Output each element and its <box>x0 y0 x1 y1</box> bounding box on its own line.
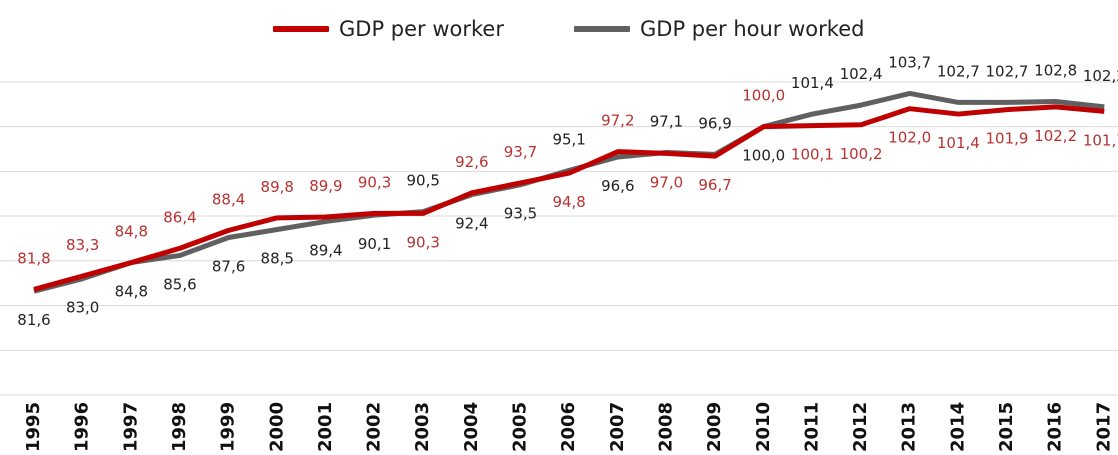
x-tick-label: 2017 <box>1093 402 1114 452</box>
data-label-gdp-per-hour-worked: 102,2 <box>1083 67 1118 85</box>
x-tick-label: 2013 <box>899 402 920 452</box>
data-label-gdp-per-hour-worked: 97,1 <box>650 113 683 131</box>
data-label-gdp-per-hour-worked: 88,5 <box>261 249 294 267</box>
data-label-gdp-per-worker: 100,1 <box>791 146 834 164</box>
x-tick-label: 1997 <box>120 402 141 452</box>
series-line-gdp-per-worker <box>33 104 1105 292</box>
data-label-gdp-per-hour-worked: 96,9 <box>698 114 731 132</box>
data-label-gdp-per-worker: 89,9 <box>309 177 342 195</box>
data-label-gdp-per-worker: 101,9 <box>986 130 1029 148</box>
data-label-gdp-per-worker: 92,6 <box>455 153 488 171</box>
chart-legend: GDP per worker GDP per hour worked <box>0 14 1118 44</box>
x-tick-label: 2014 <box>947 402 968 452</box>
data-label-gdp-per-worker: 102,2 <box>1034 127 1077 145</box>
data-label-gdp-per-hour-worked: 101,4 <box>791 74 834 92</box>
legend-swatch-gdp-per-hour <box>574 26 630 32</box>
data-label-gdp-per-hour-worked: 96,6 <box>601 177 634 195</box>
data-label-gdp-per-hour-worked: 92,4 <box>455 215 488 233</box>
data-label-gdp-per-worker: 97,2 <box>601 112 634 130</box>
legend-swatch-gdp-per-worker <box>273 26 329 32</box>
data-label-gdp-per-hour-worked: 81,6 <box>17 311 50 329</box>
x-tick-label: 1999 <box>218 402 239 452</box>
data-label-gdp-per-worker: 101,4 <box>937 134 980 152</box>
data-label-gdp-per-hour-worked: 84,8 <box>115 283 148 301</box>
data-label-gdp-per-worker: 81,8 <box>17 249 50 267</box>
x-tick-label: 2004 <box>461 402 482 452</box>
x-tick-label: 2012 <box>850 402 871 452</box>
x-tick-label: 2002 <box>364 402 385 452</box>
x-tick-label: 2009 <box>704 402 725 452</box>
data-label-gdp-per-worker: 101,7 <box>1083 131 1118 149</box>
data-label-gdp-per-worker: 93,7 <box>504 143 537 161</box>
data-label-gdp-per-hour-worked: 85,6 <box>163 275 196 293</box>
data-label-gdp-per-worker: 102,0 <box>888 129 931 147</box>
legend-item-gdp-per-hour: GDP per hour worked <box>574 14 864 44</box>
legend-label-gdp-per-hour: GDP per hour worked <box>640 17 865 41</box>
x-tick-label: 1995 <box>23 402 44 452</box>
data-label-gdp-per-hour-worked: 90,1 <box>358 235 391 253</box>
data-label-gdp-per-worker: 94,8 <box>552 193 585 211</box>
x-tick-label: 1998 <box>169 402 190 452</box>
data-label-gdp-per-worker: 90,3 <box>406 233 439 251</box>
data-label-gdp-per-worker: 84,8 <box>115 223 148 241</box>
data-label-gdp-per-hour-worked: 102,4 <box>840 65 883 83</box>
data-label-gdp-per-worker: 88,4 <box>212 190 245 208</box>
data-label-gdp-per-worker: 83,3 <box>66 236 99 254</box>
data-label-gdp-per-hour-worked: 83,0 <box>66 299 99 317</box>
data-label-gdp-per-hour-worked: 102,8 <box>1034 62 1077 80</box>
legend-label-gdp-per-worker: GDP per worker <box>339 17 504 41</box>
legend-item-gdp-per-worker: GDP per worker <box>273 14 504 44</box>
data-label-gdp-per-hour-worked: 89,4 <box>309 241 342 259</box>
x-tick-label: 2000 <box>266 402 287 452</box>
x-tick-label: 2016 <box>1045 402 1066 452</box>
x-tick-label: 2003 <box>412 402 433 452</box>
x-tick-label: 2005 <box>510 402 531 452</box>
data-label-gdp-per-hour-worked: 90,5 <box>406 172 439 190</box>
data-label-gdp-per-worker: 97,0 <box>650 173 683 191</box>
x-tick-label: 2008 <box>655 402 676 452</box>
data-label-gdp-per-worker: 100,0 <box>742 87 785 105</box>
data-label-gdp-per-worker: 100,2 <box>840 145 883 163</box>
data-label-gdp-per-worker: 90,3 <box>358 173 391 191</box>
x-tick-label: 2010 <box>753 402 774 452</box>
data-label-gdp-per-hour-worked: 87,6 <box>212 258 245 276</box>
data-label-gdp-per-hour-worked: 102,7 <box>937 62 980 80</box>
data-label-gdp-per-hour-worked: 102,7 <box>986 62 1029 80</box>
x-tick-label: 2001 <box>315 402 336 452</box>
x-tick-label: 1996 <box>72 402 93 452</box>
data-label-gdp-per-hour-worked: 100,0 <box>742 147 785 165</box>
data-label-gdp-per-hour-worked: 93,5 <box>504 205 537 223</box>
x-tick-label: 2007 <box>607 402 628 452</box>
data-label-gdp-per-hour-worked: 95,1 <box>552 130 585 148</box>
data-label-gdp-per-worker: 96,7 <box>698 176 731 194</box>
x-tick-label: 2015 <box>996 402 1017 452</box>
x-tick-label: 2011 <box>801 402 822 452</box>
data-label-gdp-per-worker: 86,4 <box>163 208 196 226</box>
data-label-gdp-per-hour-worked: 103,7 <box>888 53 931 71</box>
data-label-gdp-per-worker: 89,8 <box>261 178 294 196</box>
x-tick-label: 2006 <box>558 402 579 452</box>
